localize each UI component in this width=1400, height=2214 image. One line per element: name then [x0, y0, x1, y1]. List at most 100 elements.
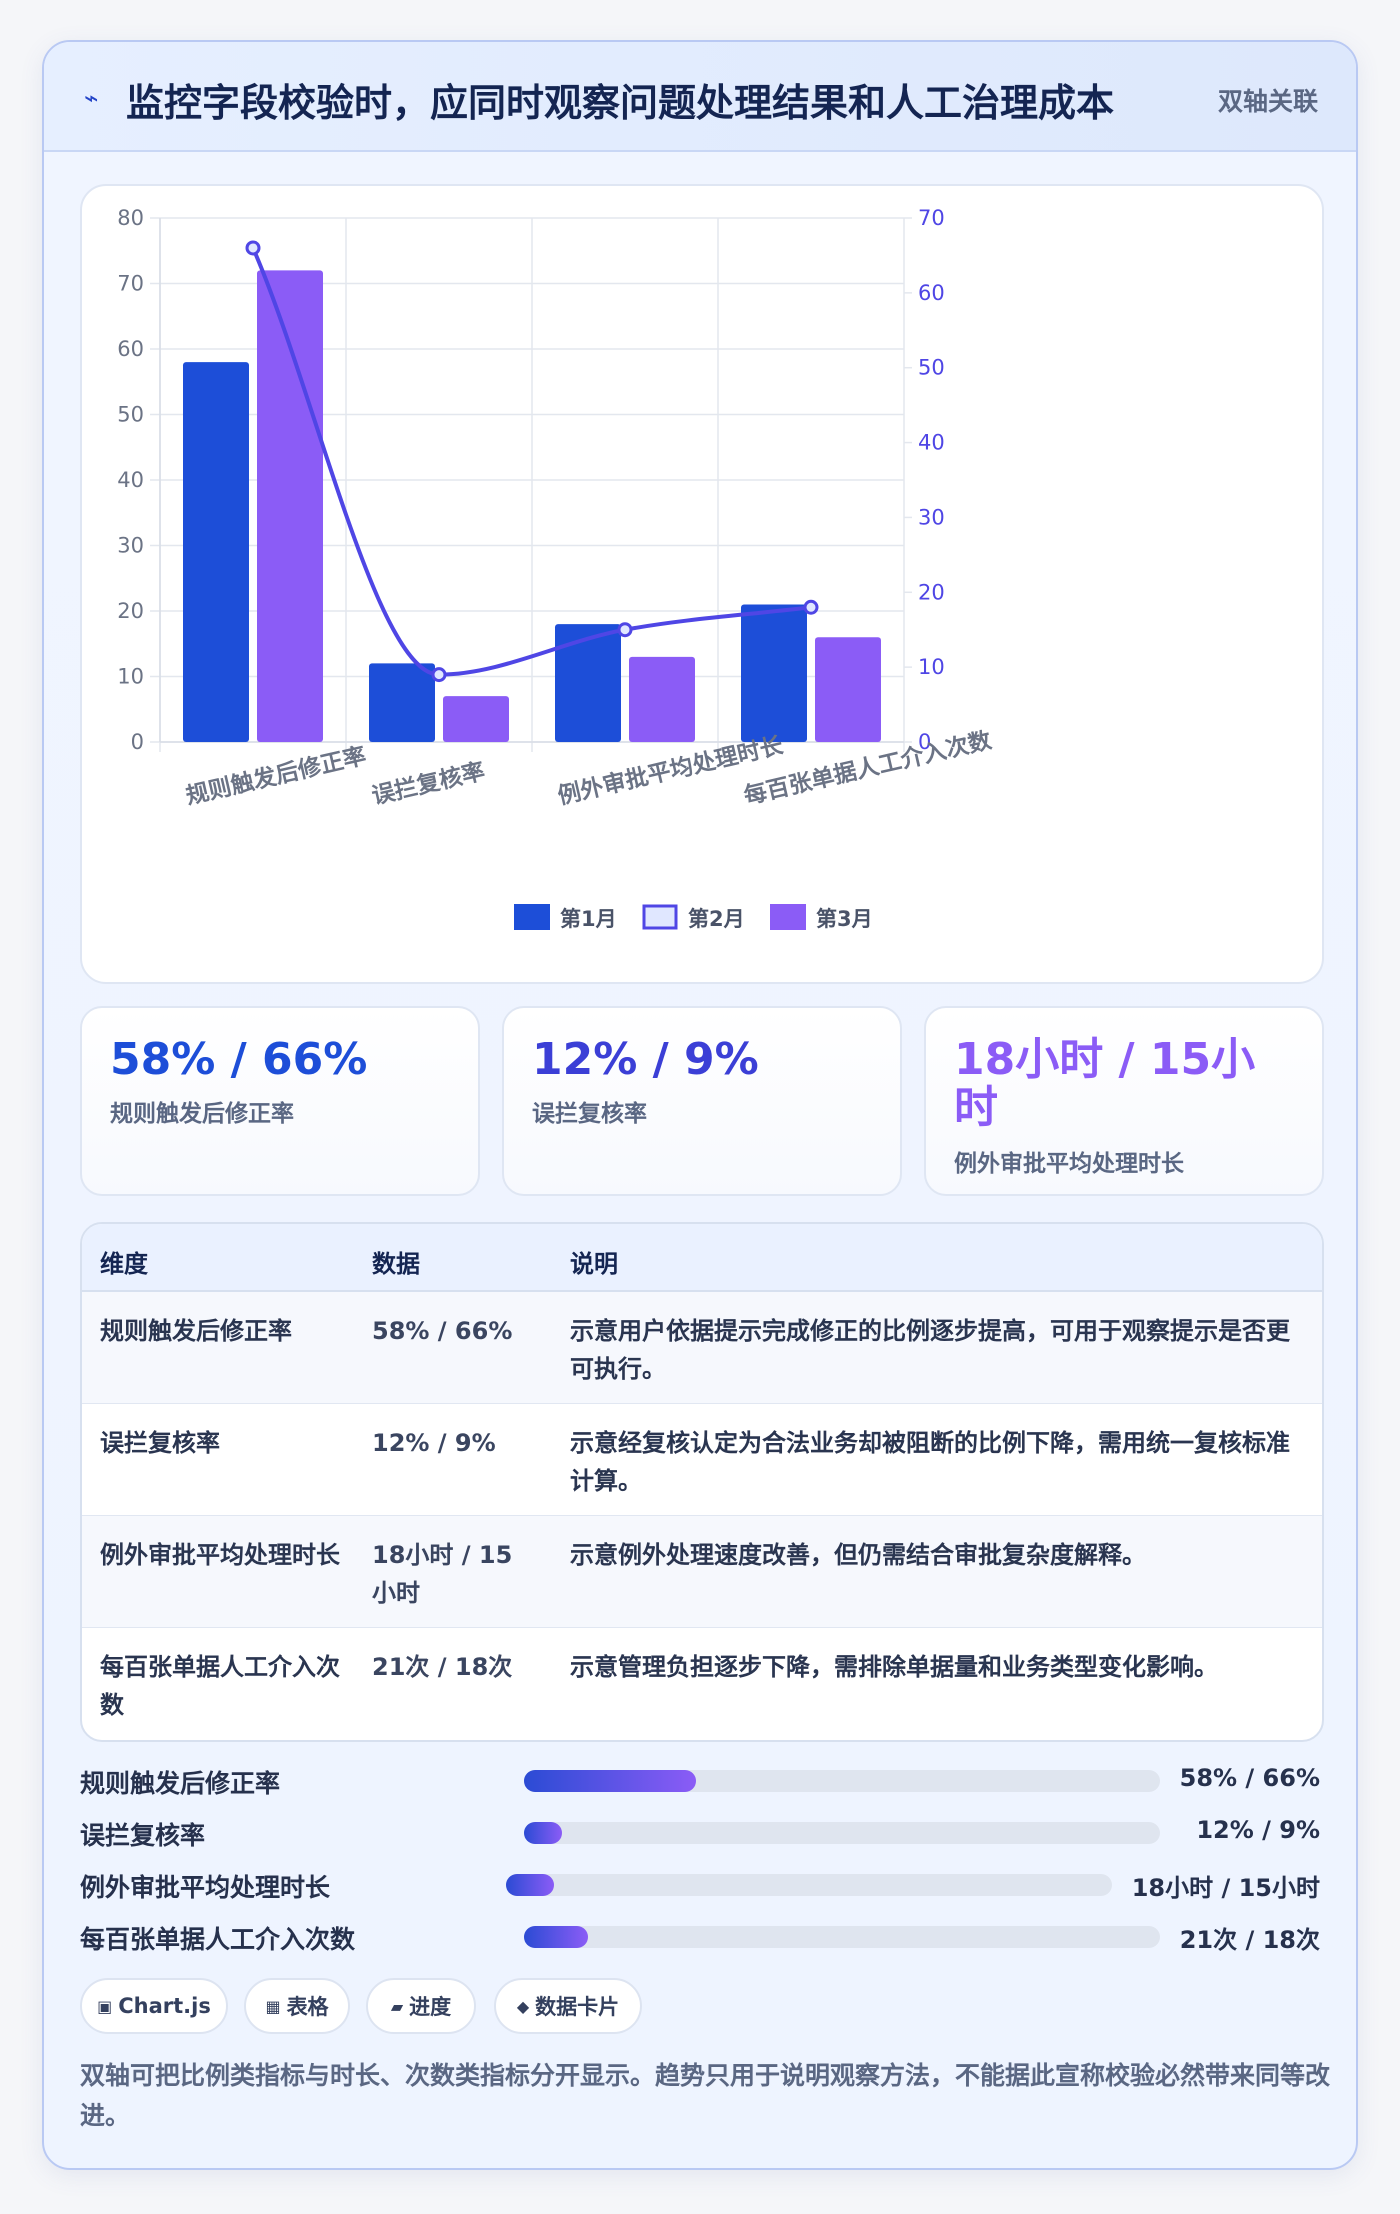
legend-swatch [770, 904, 806, 930]
y-left-tick-label: 60 [117, 337, 144, 361]
cell-dimension: 例外审批平均处理时长 [100, 1541, 340, 1569]
progress-track [524, 1822, 1160, 1844]
diamond-icon: ◆ [516, 1996, 530, 2016]
y-left-tick-label: 40 [117, 468, 144, 492]
kpi-card-approval-duration: 18小时 / 15小时 例外审批平均处理时长 [924, 1006, 1324, 1196]
table-row: 例外审批平均处理时长 18小时 / 15小时 示意例外处理速度改善，但仍需结合审… [82, 1516, 1322, 1628]
tag-label: 数据卡片 [535, 1995, 620, 2019]
chart-icon: ▣ [97, 1996, 113, 2016]
y-right-tick-label: 70 [918, 206, 945, 230]
column-header-dimension: 维度 [100, 1250, 148, 1278]
legend-swatch [642, 904, 678, 930]
bar-1-4 [741, 604, 807, 742]
grid-icon: ▦ [265, 1996, 281, 2016]
y-left-tick-label: 80 [117, 206, 144, 230]
progress-label: 规则触发后修正率 [80, 1769, 281, 1798]
kpi-card-false-block-rate: 12% / 9% 误拦复核率 [502, 1006, 902, 1196]
line-point-1 [245, 240, 261, 256]
tag-data-cards[interactable]: ◆ 数据卡片 [494, 1978, 642, 2034]
bar-2-1 [257, 270, 323, 742]
bar-2-3 [629, 656, 695, 742]
kpi-value: 18小时 / 15小时 [954, 1034, 1256, 1133]
data-table: 维度 数据 说明 规则触发后修正率 58% / 66% 示意用户依据提示完成修正… [80, 1222, 1324, 1742]
chart-panel: 0 10 20 30 40 50 60 70 80 0 10 20 30 40 50 60 70 规则触发后修正率… [80, 184, 1324, 984]
line-series-path [251, 247, 812, 677]
line-point-2 [431, 667, 447, 683]
y-left-tick-label: 30 [117, 534, 144, 558]
y-left-tick-label: 0 [131, 730, 144, 754]
page-title: 监控字段校验时，应同时观察问题处理结果和人工治理成本 [126, 81, 1115, 125]
progress-label: 每百张单据人工介入次数 [80, 1925, 356, 1954]
report-card: ⌁ 监控字段校验时，应同时观察问题处理结果和人工治理成本 双轴关联 0 10 20 3… [42, 40, 1358, 2170]
y-right-tick-label: 30 [918, 505, 945, 529]
progress-fill [524, 1822, 563, 1844]
lightning-icon: ⌁ [84, 84, 99, 112]
tag-progress[interactable]: ▰ 进度 [366, 1978, 476, 2034]
line-point-4 [803, 599, 819, 615]
progress-label: 误拦复核率 [80, 1821, 206, 1850]
y-left-tick-label: 50 [117, 403, 144, 427]
y-right-tick-label: 60 [918, 281, 945, 305]
tag-table[interactable]: ▦ 表格 [244, 1978, 350, 2034]
x-tick-label: 规则触发后修正率 [183, 742, 368, 810]
bar-2-2 [443, 696, 509, 742]
kpi-value: 58% / 66% [110, 1034, 368, 1085]
legend-label: 第3月 [816, 907, 873, 931]
progress-icon: ▰ [390, 1996, 404, 2016]
axis-badge: 双轴关联 [1217, 87, 1318, 116]
cell-data: 18小时 / 15小时 [372, 1541, 513, 1607]
cell-description: 示意经复核认定为合法业务却被阻断的比例下降，需用统一复核标准计算。 [570, 1429, 1290, 1495]
cell-data: 21次 / 18次 [372, 1653, 513, 1681]
cell-description: 示意用户依据提示完成修正的比例逐步提高，可用于观察提示是否更可执行。 [570, 1317, 1290, 1383]
tag-label: 进度 [409, 1995, 452, 2019]
tag-label: 表格 [286, 1995, 329, 2019]
dual-axis-chart: 0 10 20 30 40 50 60 70 80 0 10 20 30 40 50 60 70 规则触发后修正率… [117, 206, 995, 931]
tag-chartjs[interactable]: ▣ Chart.js [80, 1978, 228, 2034]
bar-1-2 [369, 663, 435, 742]
tag-label: Chart.js [118, 1994, 211, 2018]
column-header-data: 数据 [372, 1250, 420, 1278]
cell-description: 示意管理负担逐步下降，需排除单据量和业务类型变化影响。 [570, 1653, 1218, 1681]
progress-fill [524, 1770, 696, 1792]
legend-swatch [514, 904, 550, 930]
x-tick-label: 误拦复核率 [369, 758, 487, 810]
bar-1-3 [555, 624, 621, 742]
cell-dimension: 误拦复核率 [100, 1429, 220, 1457]
cell-dimension: 每百张单据人工介入次数 [100, 1653, 340, 1719]
cell-data: 12% / 9% [372, 1429, 496, 1457]
line-point-3 [617, 622, 633, 638]
progress-fill [506, 1874, 555, 1896]
progress-value: 21次 / 18次 [1179, 1926, 1320, 1954]
bar-2-4 [815, 637, 881, 742]
cell-description: 示意例外处理速度改善，但仍需结合审批复杂度解释。 [570, 1541, 1146, 1569]
progress-value: 12% / 9% [1196, 1816, 1320, 1844]
legend-label: 第2月 [688, 907, 745, 931]
table-row: 每百张单据人工介入次数 21次 / 18次 示意管理负担逐步下降，需排除单据量和… [82, 1628, 1322, 1740]
y-left-tick-label: 20 [117, 599, 144, 623]
table-header: 维度 数据 说明 [82, 1224, 1322, 1292]
footnote: 双轴可把比例类指标与时长、次数类指标分开显示。趋势只用于说明观察方法，不能据此宣… [80, 2061, 1331, 2130]
kpi-label: 误拦复核率 [532, 1101, 647, 1127]
y-left-tick-label: 10 [117, 665, 144, 689]
cell-data: 58% / 66% [372, 1317, 513, 1345]
cell-dimension: 规则触发后修正率 [100, 1317, 292, 1345]
y-right-tick-label: 50 [918, 356, 945, 380]
y-right-tick-label: 10 [918, 655, 945, 679]
y-right-tick-label: 0 [918, 730, 931, 754]
progress-label: 例外审批平均处理时长 [80, 1873, 331, 1902]
progress-track [524, 1770, 1160, 1792]
kpi-value: 12% / 9% [532, 1034, 759, 1085]
progress-fill [524, 1926, 588, 1948]
kpi-label: 规则触发后修正率 [110, 1101, 294, 1127]
column-header-description: 说明 [570, 1250, 618, 1278]
progress-value: 58% / 66% [1179, 1764, 1320, 1792]
progress-value: 18小时 / 15小时 [1131, 1874, 1320, 1902]
legend-label: 第1月 [560, 907, 617, 931]
bar-1-1 [183, 362, 249, 742]
y-right-tick-label: 40 [918, 431, 945, 455]
kpi-card-correction-rate: 58% / 66% 规则触发后修正率 [80, 1006, 480, 1196]
card-header: ⌁ 监控字段校验时，应同时观察问题处理结果和人工治理成本 双轴关联 [44, 42, 1356, 152]
table-row: 规则触发后修正率 58% / 66% 示意用户依据提示完成修正的比例逐步提高，可… [82, 1292, 1322, 1404]
y-right-tick-label: 20 [918, 580, 945, 604]
progress-track [524, 1926, 1160, 1948]
